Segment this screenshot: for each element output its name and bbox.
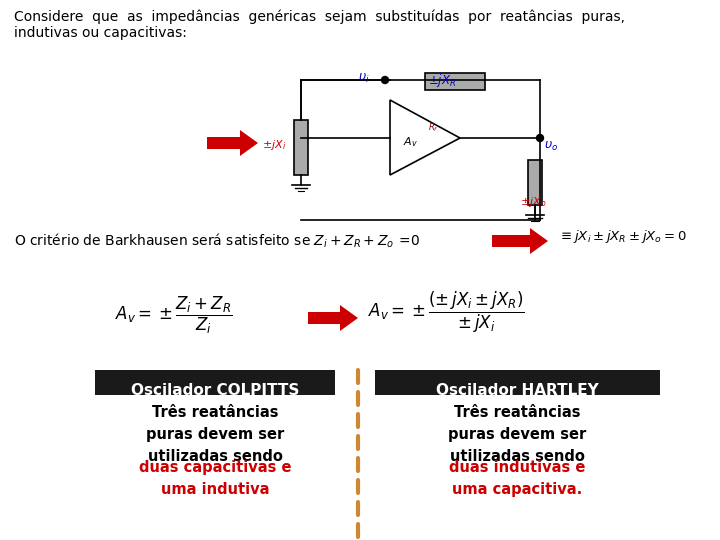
Polygon shape [308, 305, 358, 331]
FancyBboxPatch shape [528, 160, 542, 205]
Polygon shape [492, 228, 548, 254]
Polygon shape [207, 130, 258, 156]
Text: $\pm jX_o$: $\pm jX_o$ [520, 195, 546, 209]
Text: $\pm jX_i$: $\pm jX_i$ [262, 138, 286, 152]
Text: $\pm jX_R$: $\pm jX_R$ [428, 72, 456, 89]
Text: Três reatâncias
puras devem ser
utilizadas sendo: Três reatâncias puras devem ser utilizad… [146, 405, 284, 464]
FancyBboxPatch shape [294, 120, 308, 175]
FancyBboxPatch shape [375, 370, 660, 395]
Text: $A_v = \pm\dfrac{(\pm\, jX_i \pm jX_R)}{\pm\, jX_i}$: $A_v = \pm\dfrac{(\pm\, jX_i \pm jX_R)}{… [368, 290, 525, 335]
Text: $A_v$: $A_v$ [403, 135, 418, 149]
Text: $\equiv jX_i \pm jX_R \pm jX_o = 0$: $\equiv jX_i \pm jX_R \pm jX_o = 0$ [558, 228, 687, 245]
Text: duas capacitivas e
uma indutiva: duas capacitivas e uma indutiva [139, 460, 292, 497]
Circle shape [382, 77, 389, 84]
Text: O critério de Barkhausen será satisfeito se $Z_i + Z_R + Z_o\, =\! 0$: O critério de Barkhausen será satisfeito… [14, 232, 420, 251]
Text: duas indutivas e
uma capacitiva.: duas indutivas e uma capacitiva. [449, 460, 585, 497]
Text: $\upsilon_i$: $\upsilon_i$ [358, 72, 369, 85]
Text: Considere  que  as  impedâncias  genéricas  sejam  substituídas  por  reatâncias: Considere que as impedâncias genéricas s… [14, 10, 625, 24]
Text: $\upsilon_o$: $\upsilon_o$ [544, 140, 558, 153]
Text: $A_v = \pm\dfrac{Z_i + Z_R}{Z_i}$: $A_v = \pm\dfrac{Z_i + Z_R}{Z_i}$ [115, 295, 233, 336]
Circle shape [536, 134, 544, 141]
FancyBboxPatch shape [95, 370, 335, 395]
Text: Oscilador COLPITTS: Oscilador COLPITTS [131, 383, 300, 398]
Text: $R_f$: $R_f$ [428, 122, 438, 134]
Text: Três reatâncias
puras devem ser
utilizadas sendo: Três reatâncias puras devem ser utilizad… [449, 405, 587, 464]
Text: indutivas ou capacitivas:: indutivas ou capacitivas: [14, 26, 187, 40]
FancyBboxPatch shape [425, 73, 485, 90]
Text: Oscilador HARTLEY: Oscilador HARTLEY [436, 383, 599, 398]
